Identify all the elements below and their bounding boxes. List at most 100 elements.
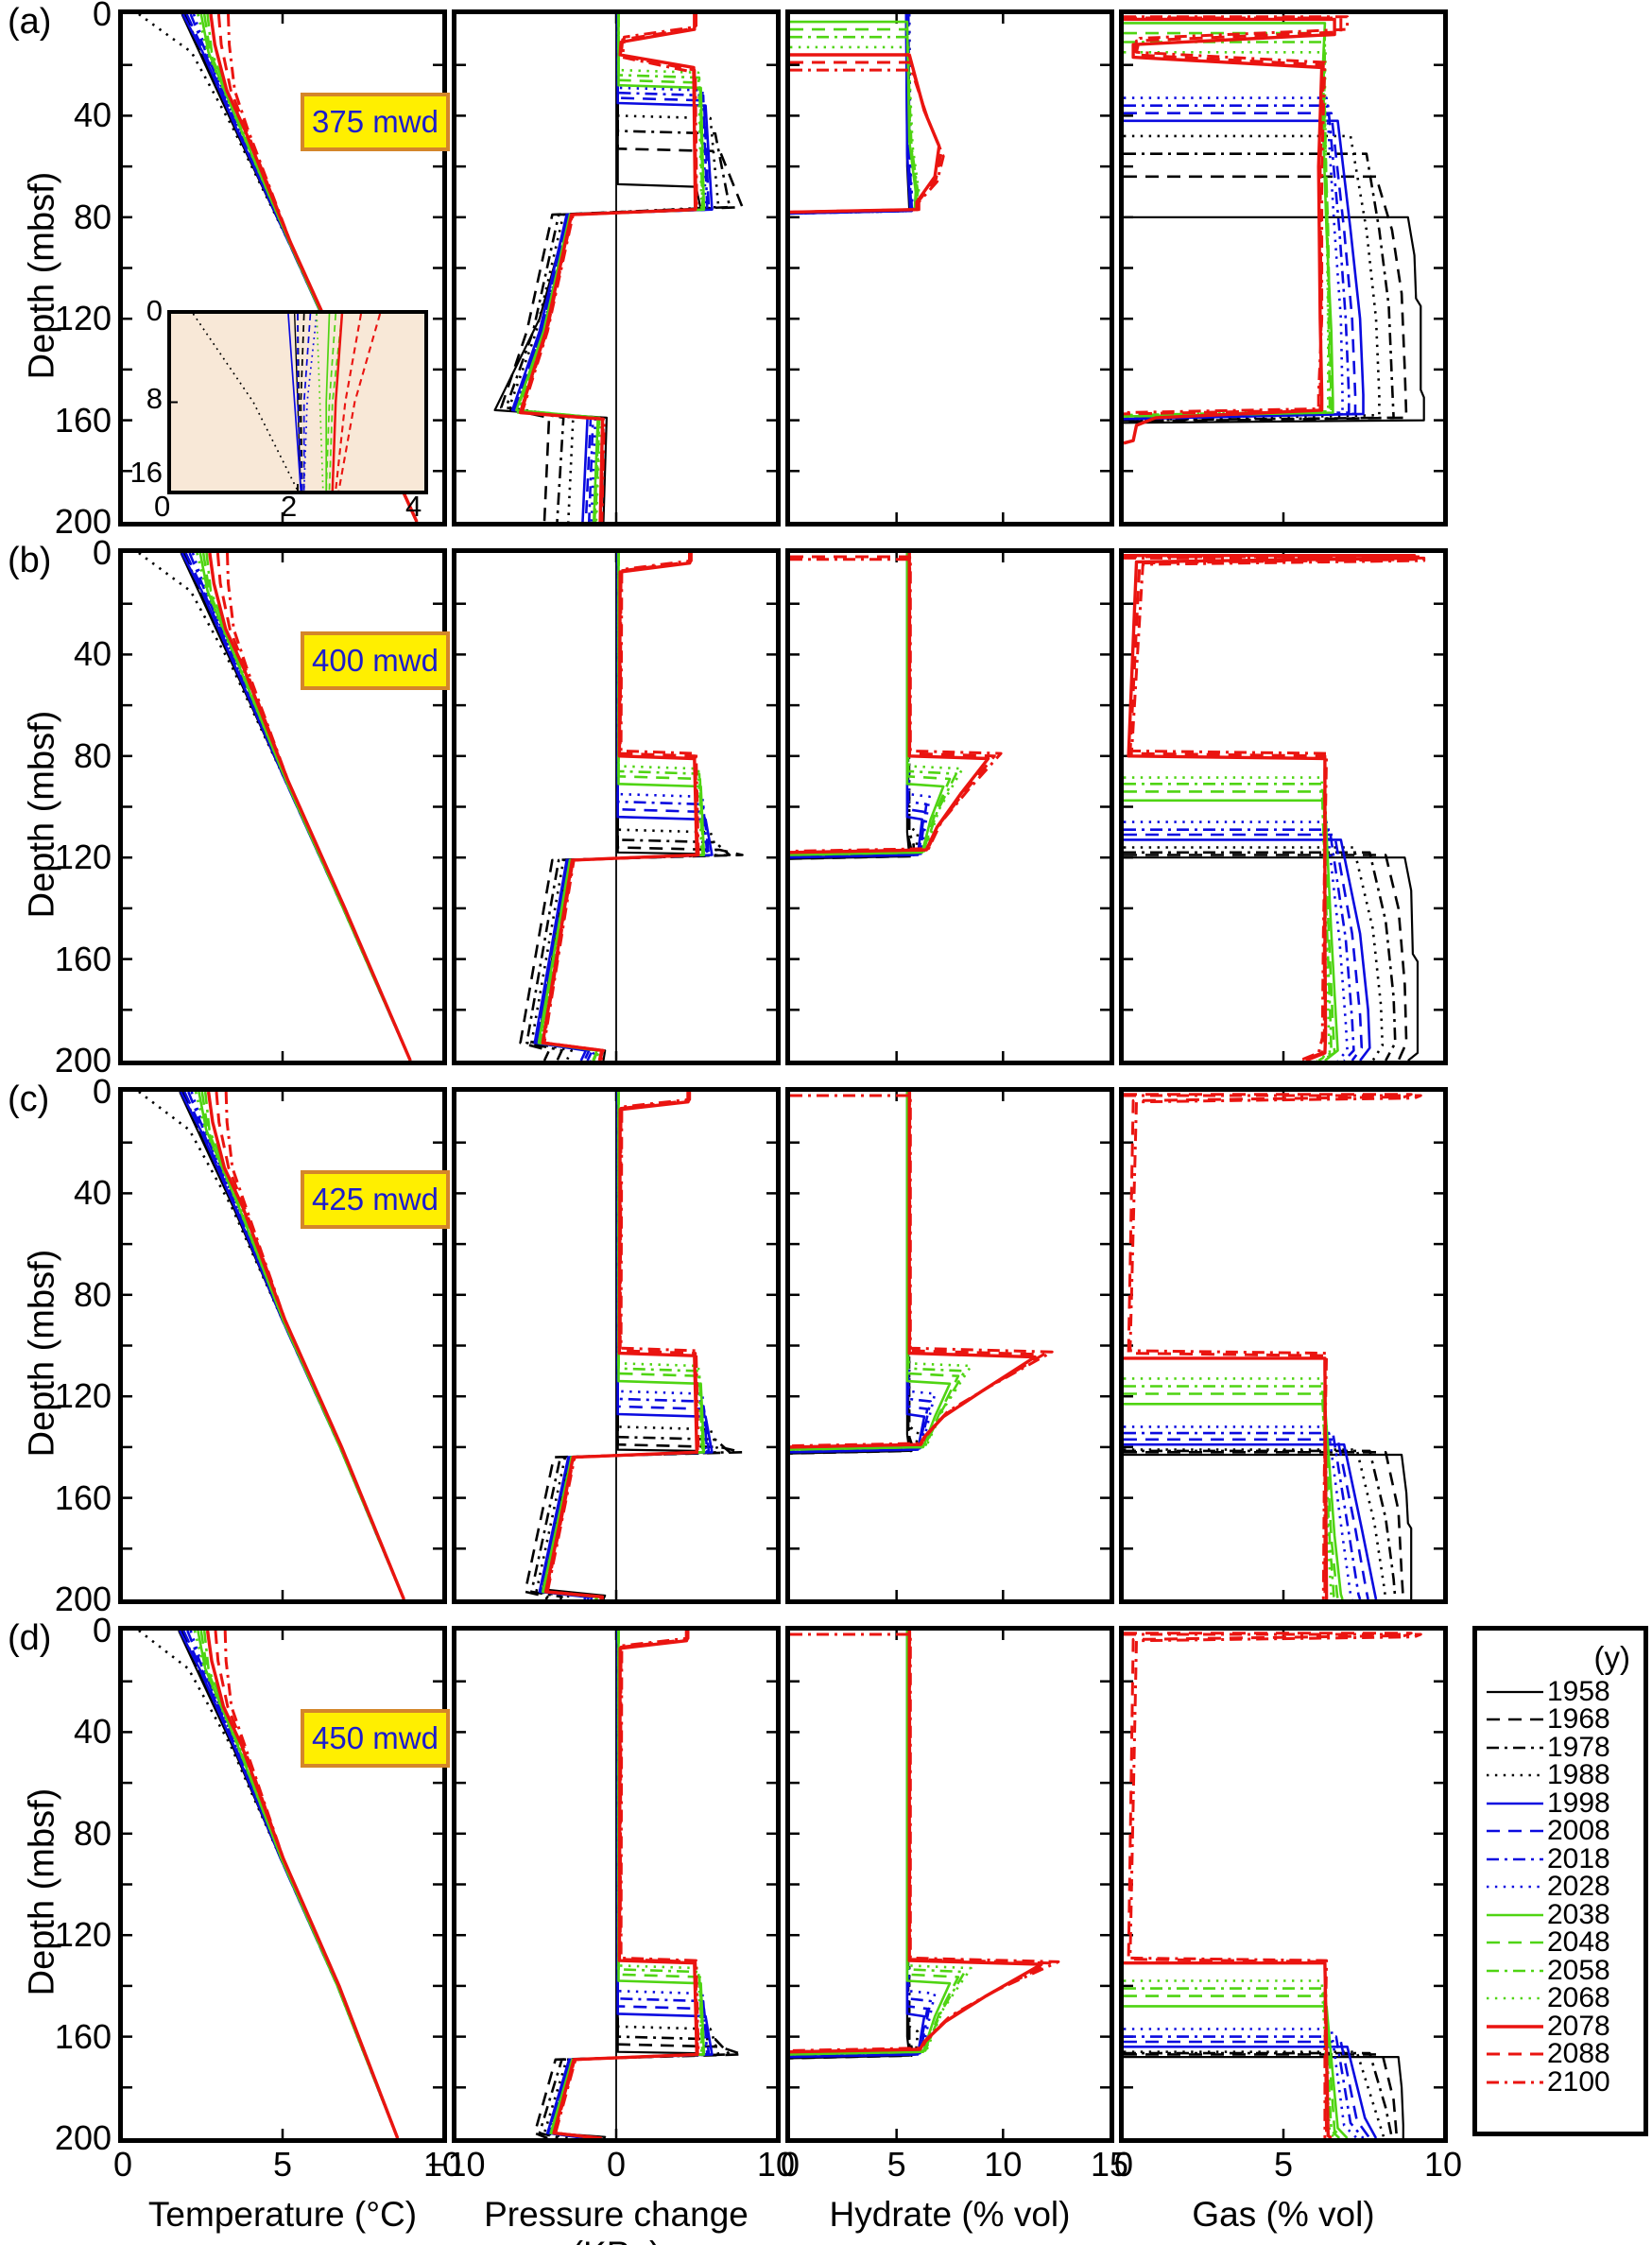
series-1998-c-pressure [538, 1092, 714, 1599]
series-2018-b-gas [1124, 828, 1355, 1061]
plot-c-pressure [452, 1087, 781, 1604]
series-2048-b-gas [1124, 790, 1336, 1061]
series-1968-a-pressure [500, 14, 744, 522]
series-2100-b-temperature [226, 553, 412, 1061]
series-1968-c-hydrate [790, 1092, 913, 1455]
series-2048-a-gas [1124, 31, 1333, 418]
legend-year-label: 1958 [1547, 1675, 1610, 1707]
plot-d-gas [1119, 1626, 1448, 2143]
series-2088-a-gas [1124, 16, 1343, 416]
series-1968-a-gas [1124, 175, 1408, 423]
series-2100-a-pressure [520, 14, 698, 522]
legend-entry-1968: 1968 [1477, 1703, 1643, 1735]
series-2048-d-hydrate [790, 1631, 960, 2056]
inset-series-2078 [331, 313, 344, 492]
depth-tick-label-a-80: 80 [73, 197, 112, 236]
series-1958-a-hydrate [790, 14, 911, 215]
x-axis-title-hydrate: Hydrate (% vol) [829, 2195, 1071, 2234]
inset-series-2028 [302, 313, 318, 492]
legend-entry-2088: 2088 [1477, 2038, 1643, 2069]
series-2088-c-temperature [215, 1092, 405, 1599]
series-2058-a-hydrate [790, 35, 920, 214]
series-2058-c-pressure [542, 1092, 704, 1599]
legend-entry-1978: 1978 [1477, 1732, 1643, 1763]
series-2068-a-hydrate [790, 45, 921, 214]
water-depth-badge-c: 425 mwd [301, 1170, 450, 1229]
water-depth-badge-a: 375 mwd [301, 93, 450, 151]
series-2028-c-pressure [541, 1092, 707, 1599]
series-2078-b-temperature [208, 553, 412, 1061]
x-axis-title-temperature: Temperature (°C) [147, 2195, 418, 2234]
series-2018-d-gas [1124, 2035, 1365, 2138]
legend-entry-2018: 2018 [1477, 1843, 1643, 1874]
inset-series-2068 [316, 313, 324, 492]
plot-b-gas [1119, 548, 1448, 1065]
series-2048-a-hydrate [790, 27, 919, 214]
series-1968-d-gas [1124, 2053, 1399, 2138]
series-2028-c-gas [1124, 1425, 1353, 1599]
series-1988-d-temperature [138, 1631, 399, 2138]
depth-tick-label-b-200: 200 [54, 1041, 112, 1079]
x-tick-label-temperature-0: 0 [112, 2145, 133, 2184]
series-1958-d-gas [1124, 2056, 1404, 2138]
water-depth-badge-d: 450 mwd [301, 1709, 450, 1768]
plot-d-hydrate [785, 1626, 1114, 2143]
series-2088-c-gas [1124, 1093, 1413, 1599]
series-1968-d-pressure [533, 1631, 744, 2138]
series-2068-b-gas [1124, 776, 1332, 1061]
series-2058-b-hydrate [790, 553, 958, 855]
depth-tick-label-b-160: 160 [54, 939, 112, 978]
series-2048-a-pressure [515, 14, 705, 522]
series-1968-b-gas [1124, 854, 1408, 1061]
inset-series-2038 [325, 313, 331, 491]
x-tick-label-temperature-10: 10 [422, 2145, 462, 2184]
x-axis-title-gas: Gas (% vol) [1192, 2195, 1375, 2234]
series-2018-c-temperature [187, 1092, 405, 1599]
legend-entry-2100: 2100 [1477, 2065, 1643, 2098]
series-2100-d-gas [1124, 1632, 1422, 2138]
series-2078-b-gas [1124, 554, 1417, 1061]
row-label-c: (c) [8, 1079, 50, 1119]
series-1968-d-temperature [179, 1631, 399, 2138]
legend-year-label: 2008 [1547, 1815, 1610, 1847]
series-1998-a-hydrate [790, 14, 912, 216]
inset-series-2018 [302, 313, 312, 491]
depth-tick-label-c-200: 200 [54, 1580, 112, 1618]
series-2028-d-gas [1124, 2028, 1358, 2138]
legend-year-label: 2100 [1547, 2065, 1610, 2098]
series-1978-b-gas [1124, 851, 1397, 1061]
plot-a-gas [1119, 9, 1448, 527]
series-2088-b-gas [1124, 555, 1422, 1061]
series-2068-c-gas [1124, 1377, 1333, 1599]
legend-year-label: 2078 [1547, 2010, 1610, 2042]
depth-tick-label-c-160: 160 [54, 1477, 112, 1517]
inset-x-tick-2: 2 [281, 490, 298, 523]
series-2008-b-hydrate [790, 553, 926, 858]
series-1958-d-temperature [178, 1631, 399, 2138]
series-2048-b-temperature [201, 553, 412, 1061]
legend-year-label: 1988 [1547, 1759, 1610, 1791]
series-1988-b-gas [1124, 846, 1385, 1061]
depth-tick-label-d-40: 40 [73, 1712, 112, 1752]
legend-entry-1958: 1958 [1477, 1675, 1643, 1707]
series-1978-c-gas [1124, 1449, 1397, 1599]
series-1978-c-pressure [530, 1092, 731, 1599]
legend-entries: 1958 1968 1978 1988 1998 2008 2018 2028 2038 2048… [1477, 1675, 1643, 2098]
series-1988-a-hydrate [790, 14, 914, 216]
series-1988-c-pressure [535, 1092, 720, 1599]
series-2100-a-gas [1124, 15, 1350, 414]
series-2100-c-hydrate [790, 1094, 1054, 1448]
series-2038-c-gas [1124, 1403, 1344, 1599]
inset-series-2100 [337, 313, 382, 492]
series-1968-c-gas [1124, 1451, 1405, 1599]
series-2048-d-pressure [550, 1631, 705, 2138]
series-2068-d-gas [1124, 1979, 1337, 2138]
plot-b-pressure [452, 548, 781, 1065]
inset-y-tick-0: 0 [146, 294, 163, 327]
series-2048-a-temperature [202, 14, 419, 522]
inset-series-1958 [294, 313, 301, 492]
y-axis-label-row-c: Depth (mbsf) [22, 1249, 62, 1458]
series-2100-a-hydrate [790, 68, 945, 214]
series-2028-b-gas [1124, 820, 1349, 1061]
series-2078-d-gas [1124, 1961, 1333, 2138]
